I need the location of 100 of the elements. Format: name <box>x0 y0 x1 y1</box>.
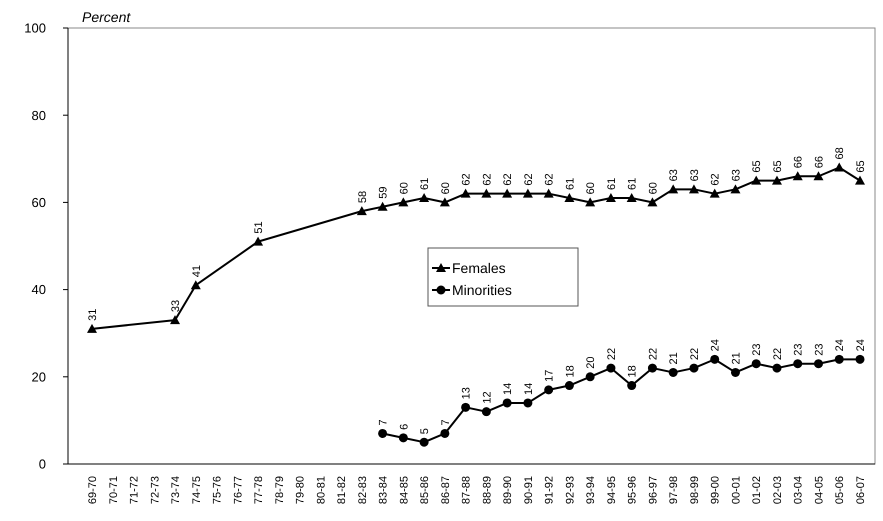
data-label: 18 <box>626 365 639 378</box>
data-label: 24 <box>855 339 867 352</box>
data-label: 68 <box>834 147 846 160</box>
data-label: 22 <box>606 348 618 360</box>
data-label: 22 <box>647 348 660 360</box>
point <box>856 354 864 364</box>
point <box>544 385 554 394</box>
y-tick-label: 80 <box>32 108 46 123</box>
data-label: 23 <box>792 343 805 356</box>
data-label: 5 <box>419 428 432 434</box>
point <box>190 280 201 290</box>
data-label: 62 <box>502 173 514 186</box>
data-label: 7 <box>378 419 390 426</box>
x-tick-label: 86-87 <box>440 476 452 504</box>
y-tick-label: 0 <box>38 456 46 472</box>
legend-label: Minorities <box>452 282 512 298</box>
x-tick-label: 71-72 <box>128 476 141 504</box>
x-tick-label: 99-00 <box>710 476 722 504</box>
point <box>482 407 491 416</box>
data-label: 14 <box>502 382 514 395</box>
data-label: 13 <box>460 387 473 400</box>
x-tick-label: 01-02 <box>751 476 764 504</box>
point <box>481 188 492 198</box>
point <box>647 197 658 206</box>
x-tick-label: 78-79 <box>274 476 286 504</box>
x-tick-label: 70-71 <box>108 476 120 504</box>
data-label: 21 <box>730 352 742 364</box>
data-label: 63 <box>730 169 742 182</box>
point <box>855 176 865 185</box>
point <box>420 438 429 447</box>
point <box>460 188 471 198</box>
data-label: 65 <box>772 160 784 173</box>
point <box>398 197 408 206</box>
data-label: 60 <box>585 182 598 194</box>
data-label: 6 <box>398 424 410 430</box>
data-label: 61 <box>626 178 639 190</box>
data-label: 23 <box>813 343 826 356</box>
data-label: 60 <box>647 182 660 194</box>
point <box>710 188 720 198</box>
x-tick-label: 85-86 <box>419 476 432 504</box>
data-label: 62 <box>522 173 535 186</box>
data-label: 7 <box>440 419 452 426</box>
data-label: 60 <box>440 182 452 194</box>
x-tick-label: 06-07 <box>855 476 867 504</box>
data-label: 22 <box>772 348 784 360</box>
point <box>710 354 720 364</box>
point <box>440 197 450 206</box>
x-tick-label: 98-99 <box>688 476 701 504</box>
point <box>772 176 782 185</box>
x-tick-label: 75-76 <box>212 476 224 504</box>
x-tick-label: 83-84 <box>378 476 390 504</box>
x-tick-label: 82-83 <box>356 476 369 504</box>
point <box>772 364 782 373</box>
point <box>730 368 740 377</box>
point <box>585 197 596 206</box>
point <box>586 372 595 382</box>
data-label: 61 <box>606 178 618 190</box>
data-label: 62 <box>710 173 722 186</box>
data-label: 14 <box>522 382 535 395</box>
x-tick-label: 77-78 <box>253 476 266 504</box>
data-label: 51 <box>253 221 266 234</box>
data-label: 63 <box>688 169 701 182</box>
data-label: 61 <box>419 178 432 190</box>
data-label: 31 <box>87 308 99 321</box>
point <box>564 193 574 202</box>
data-label: 22 <box>688 348 701 360</box>
data-label: 66 <box>813 156 826 168</box>
x-tick-label: 92-93 <box>564 476 576 504</box>
x-tick-label: 89-90 <box>502 476 514 504</box>
x-tick-label: 94-95 <box>606 476 618 504</box>
x-tick-label: 79-80 <box>294 476 307 504</box>
point <box>626 193 637 202</box>
point <box>814 359 823 368</box>
point <box>544 188 554 198</box>
point <box>502 188 512 198</box>
point <box>689 364 698 373</box>
data-label: 23 <box>751 343 764 356</box>
data-label: 41 <box>190 264 203 278</box>
x-tick-label: 84-85 <box>398 476 410 504</box>
point <box>813 171 824 180</box>
x-tick-label: 80-81 <box>315 476 328 504</box>
data-label: 24 <box>710 339 722 352</box>
x-tick-label: 76-77 <box>232 476 244 504</box>
data-label: 65 <box>751 160 764 173</box>
point <box>440 428 450 438</box>
point <box>834 162 844 172</box>
x-tick-label: 95-96 <box>626 476 639 504</box>
x-tick-label: 04-05 <box>813 476 826 504</box>
data-label: 33 <box>170 300 182 312</box>
x-tick-label: 88-89 <box>481 476 494 504</box>
data-label: 24 <box>834 339 846 352</box>
x-tick-label: 91-92 <box>544 476 556 504</box>
x-tick-label: 05-06 <box>834 476 846 504</box>
point <box>253 236 264 246</box>
data-label: 63 <box>668 169 680 182</box>
data-label: 18 <box>564 365 576 378</box>
x-tick-label: 74-75 <box>190 476 203 504</box>
x-tick-label: 87-88 <box>460 476 473 504</box>
point <box>564 381 574 390</box>
x-tick-label: 00-01 <box>730 476 742 504</box>
